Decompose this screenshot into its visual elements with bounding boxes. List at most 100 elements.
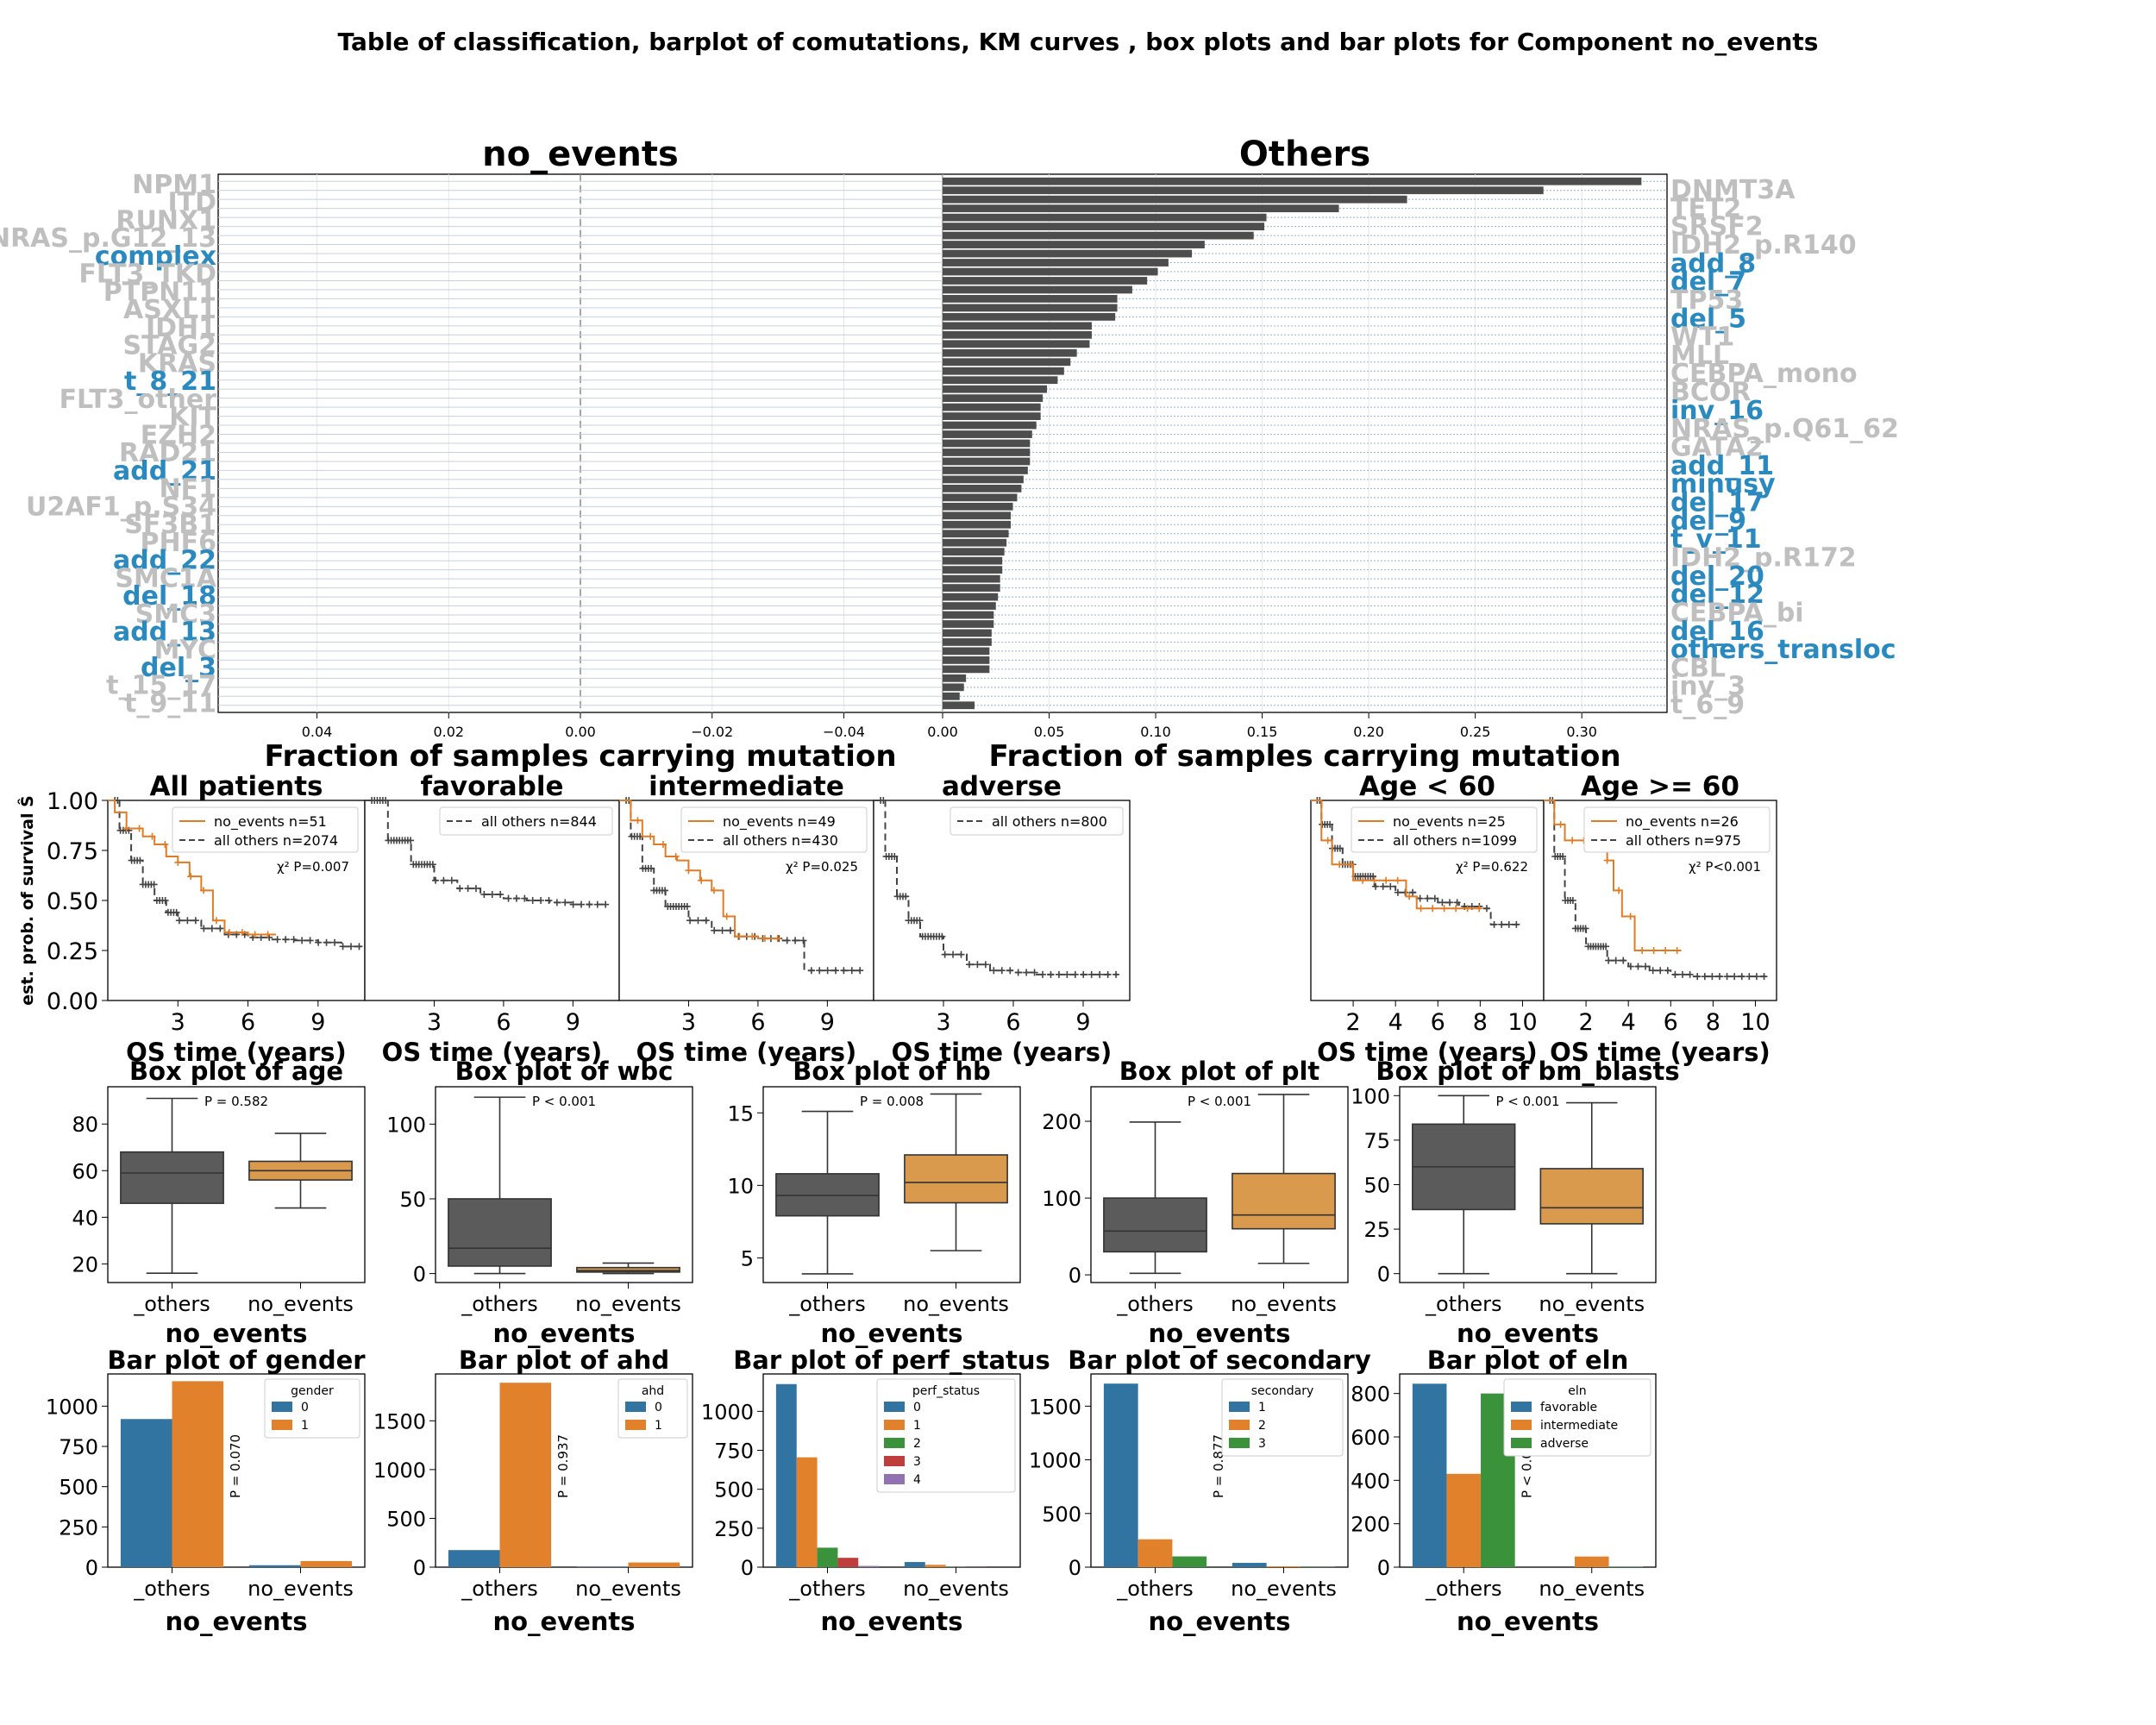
left-row-label: SMC1A [115,563,216,593]
box-ytick-label: 20 [72,1252,98,1276]
km-censor-mark [880,797,887,804]
right-xtick-label: 0.00 [927,724,958,740]
others-bar [943,330,1092,339]
km-pvalue: χ² P=0.025 [786,859,858,875]
bar-xlabel: no_events [1457,1607,1599,1636]
bar-legend-swatch [1511,1402,1532,1412]
right-xtick-label: 0.10 [1140,724,1171,740]
bar-ytick-label: 1000 [1029,1449,1081,1473]
bar-rect [1138,1539,1173,1567]
others-bar [943,195,1407,204]
box-xlabel: no_events [1457,1319,1599,1348]
km-censor-mark [174,858,182,866]
km-censor-mark [950,950,957,958]
left-xtick-label: 0.02 [433,724,464,740]
km-censor-mark [1372,882,1380,890]
bar-legend-label: 4 [913,1473,921,1487]
bar-legend-label: 2 [1258,1419,1266,1433]
bar-ytick-label: 500 [714,1478,754,1502]
bar-rect [858,1565,880,1567]
others-bar [943,394,1044,403]
km-censor-mark [957,950,965,958]
box-title: Box plot of age [129,1057,343,1086]
right-row-label: TP53 [1670,285,1743,316]
box-iqr [1103,1197,1207,1253]
bar-title: Bar plot of gender [107,1346,366,1375]
bar-ytick-label: 1000 [46,1395,98,1419]
km-xtick-label: 9 [820,1009,835,1036]
bar-ytick-label: 200 [1351,1513,1390,1537]
km-censor-mark [998,967,1006,975]
bar-legend-box [876,1378,1016,1493]
km-censor-mark [529,897,536,904]
km-censor-mark [238,929,246,937]
right-row-label: del_16 [1670,617,1764,647]
km-legend-label: no_events n=25 [1393,813,1506,831]
km-censor-mark [175,917,183,925]
bar-ytick-label: 500 [386,1507,426,1531]
km-censor-mark [184,917,191,925]
barplot-panel: 0 500 1000 1500 _others no_events Bar plot of … [1029,1346,1371,1636]
km-ytick-label: 0.75 [47,838,98,865]
km-censor-mark [1498,920,1506,928]
km-censor-mark [1416,894,1424,902]
right-row-label: add_11 [1670,451,1774,481]
left-row-label: U2AF1_p.S34 [26,492,216,522]
bar-legend-swatch [625,1402,646,1412]
box-pvalue: P < 0.001 [532,1094,596,1109]
left-xtick-label: −0.02 [691,724,733,740]
km-censor-mark [736,932,743,940]
km-legend-label: no_events n=26 [1626,813,1739,831]
km-censor-mark [856,967,864,975]
left-row-label: EZH2 [141,420,216,450]
left-row-label: KRAS [138,348,216,379]
km-censor-mark [891,852,899,860]
km-censor-mark [521,894,529,902]
km-xtick-label: 6 [241,1009,255,1036]
km-xtick-label: 9 [310,1009,325,1036]
left-row-label: RUNX1 [116,205,216,235]
others-bar [943,340,1090,348]
box-title: Box plot of hb [793,1057,990,1086]
box-iqr [448,1198,552,1267]
km-xtick-label: 6 [1006,1009,1020,1036]
km-censor-mark [561,899,569,906]
km-censor-mark [331,938,339,946]
km-xtick-label: 3 [936,1009,950,1036]
km-censor-mark [1708,973,1716,981]
boxplot-panel: 0 50 100 _others no_events Box plot of wbc P <… [386,1057,693,1348]
box-xtick-label: no_events [903,1292,1009,1316]
km-legend-box [680,806,868,853]
km-censor-mark [1453,899,1461,906]
box-xlabel: no_events [820,1319,962,1348]
km-censor-mark [1482,905,1490,913]
bar-rect [1232,1563,1267,1567]
km-censor-mark [1047,970,1055,978]
km-legend-box [950,806,1124,836]
bar-ytick-label: 1000 [373,1458,426,1483]
bar-legend-title: eln [1568,1384,1586,1398]
barplot-panel: 0 200 400 600 800 _others no_events Bar plot of… [1351,1346,1657,1636]
km-censor-mark [200,887,208,894]
km-xlabel: OS time (years) [382,1038,603,1067]
km-censor-mark [1347,861,1355,869]
km-ytick-label: 1.00 [47,788,98,815]
others-bar [943,312,1116,321]
bar-legend-box [1503,1378,1651,1457]
bar-ytick-label: 0 [413,1556,426,1580]
km-censor-mark [1379,882,1387,890]
km-censor-mark [1336,861,1344,869]
bar-xlabel: no_events [820,1607,962,1636]
km-censor-mark [685,867,693,875]
km-censor-mark [799,937,807,944]
others-bar [943,285,1132,294]
bar-xlabel: no_events [492,1607,635,1636]
bar-legend-label: 0 [913,1401,921,1414]
box-ytick-label: 0 [1069,1264,1081,1288]
left-row-label: del_18 [122,581,216,612]
right-row-label: inv_16 [1670,396,1764,426]
bar-xtick-label: _others [1425,1577,1501,1601]
box-xtick-label: _others [133,1292,210,1316]
box-iqr [904,1154,1008,1204]
others-bar [943,683,964,692]
